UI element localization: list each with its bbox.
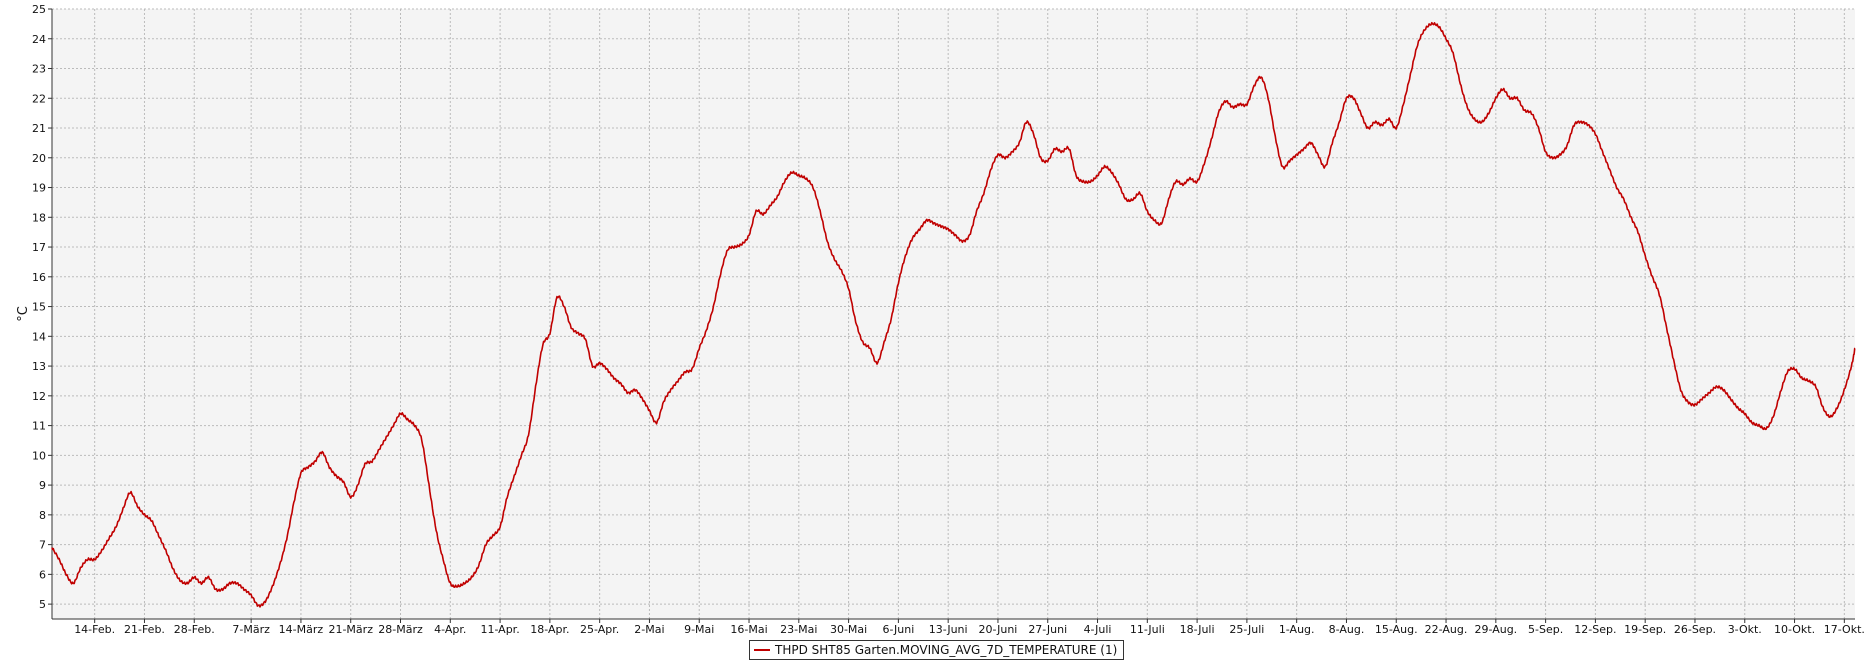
y-tick-label: 16 bbox=[32, 271, 46, 284]
series-line bbox=[51, 21, 1856, 608]
x-tick-label: 17-Okt. bbox=[1824, 623, 1865, 636]
y-tick-label: 13 bbox=[32, 360, 46, 373]
x-tick-label: 9-Mai bbox=[684, 623, 714, 636]
x-tick-label: 4-Juli bbox=[1084, 623, 1112, 636]
legend-label: THPD SHT85 Garten.MOVING_AVG_7D_TEMPERAT… bbox=[775, 643, 1118, 657]
chart-legend: THPD SHT85 Garten.MOVING_AVG_7D_TEMPERAT… bbox=[749, 640, 1125, 660]
x-tick-label: 11-Juli bbox=[1130, 623, 1165, 636]
y-axis-title: °C bbox=[16, 306, 31, 322]
x-tick-label: 3-Okt. bbox=[1728, 623, 1762, 636]
x-tick-label: 8-Aug. bbox=[1329, 623, 1365, 636]
y-tick-label: 7 bbox=[39, 539, 46, 552]
legend-swatch bbox=[754, 649, 770, 651]
y-tick-label: 23 bbox=[32, 63, 46, 76]
x-tick-label: 10-Okt. bbox=[1774, 623, 1815, 636]
y-tick-label: 24 bbox=[32, 33, 46, 46]
x-tick-label: 6-Juni bbox=[882, 623, 914, 636]
x-tick-label: 21-März bbox=[328, 623, 373, 636]
y-tick-label: 22 bbox=[32, 92, 46, 105]
y-tick-label: 19 bbox=[32, 182, 46, 195]
y-tick-label: 9 bbox=[39, 479, 46, 492]
x-tick-label: 4-Apr. bbox=[434, 623, 466, 636]
x-tick-label: 20-Juni bbox=[979, 623, 1018, 636]
x-tick-label: 14-Feb. bbox=[74, 623, 115, 636]
x-tick-label: 11-Apr. bbox=[480, 623, 519, 636]
y-tick-label: 17 bbox=[32, 241, 46, 254]
y-tick-label: 18 bbox=[32, 211, 46, 224]
y-tick-label: 12 bbox=[32, 390, 46, 403]
x-tick-label: 12-Sep. bbox=[1574, 623, 1616, 636]
x-tick-label: 7-März bbox=[232, 623, 270, 636]
y-tick-label: 25 bbox=[32, 3, 46, 16]
x-axis-ticks: 14-Feb. 21-Feb. 28-Feb. 7-März 14-März 21-Mär… bbox=[74, 619, 1865, 636]
y-tick-label: 21 bbox=[32, 122, 46, 135]
x-tick-label: 18-Juli bbox=[1180, 623, 1215, 636]
series-layer bbox=[51, 21, 1856, 608]
x-tick-label: 25-Apr. bbox=[580, 623, 619, 636]
x-tick-label: 22-Aug. bbox=[1425, 623, 1468, 636]
x-tick-label: 15-Aug. bbox=[1375, 623, 1418, 636]
y-tick-label: 8 bbox=[39, 509, 46, 522]
x-tick-label: 16-Mai bbox=[730, 623, 767, 636]
x-tick-label: 14-März bbox=[279, 623, 324, 636]
x-gridlines bbox=[94, 9, 1845, 619]
x-tick-label: 27-Juni bbox=[1028, 623, 1067, 636]
x-tick-label: 28-Feb. bbox=[174, 623, 215, 636]
x-tick-label: 1-Aug. bbox=[1279, 623, 1315, 636]
x-tick-label: 26-Sep. bbox=[1674, 623, 1716, 636]
y-tick-label: 10 bbox=[32, 449, 46, 462]
x-tick-label: 19-Sep. bbox=[1624, 623, 1666, 636]
x-tick-label: 28-März bbox=[378, 623, 423, 636]
y-axis-ticks: 5 6 7 8 9 10 11 12 13 14 15 16 17 18 19 20 21 22 23 24 25 bbox=[32, 3, 52, 611]
x-tick-label: 23-Mai bbox=[780, 623, 817, 636]
y-tick-label: 15 bbox=[32, 301, 46, 314]
x-tick-label: 5-Sep. bbox=[1528, 623, 1563, 636]
y-tick-label: 5 bbox=[39, 598, 46, 611]
y-tick-label: 6 bbox=[39, 568, 46, 581]
x-tick-label: 18-Apr. bbox=[530, 623, 569, 636]
x-tick-label: 25-Juli bbox=[1229, 623, 1264, 636]
y-tick-label: 14 bbox=[32, 330, 46, 343]
x-tick-label: 2-Mai bbox=[634, 623, 664, 636]
plot-area bbox=[52, 9, 1855, 619]
y-tick-label: 11 bbox=[32, 420, 46, 433]
y-tick-label: 20 bbox=[32, 152, 46, 165]
x-tick-label: 21-Feb. bbox=[124, 623, 165, 636]
x-tick-label: 13-Juni bbox=[929, 623, 968, 636]
x-tick-label: 29-Aug. bbox=[1474, 623, 1517, 636]
x-tick-label: 30-Mai bbox=[830, 623, 867, 636]
y-gridlines bbox=[52, 8, 1855, 605]
